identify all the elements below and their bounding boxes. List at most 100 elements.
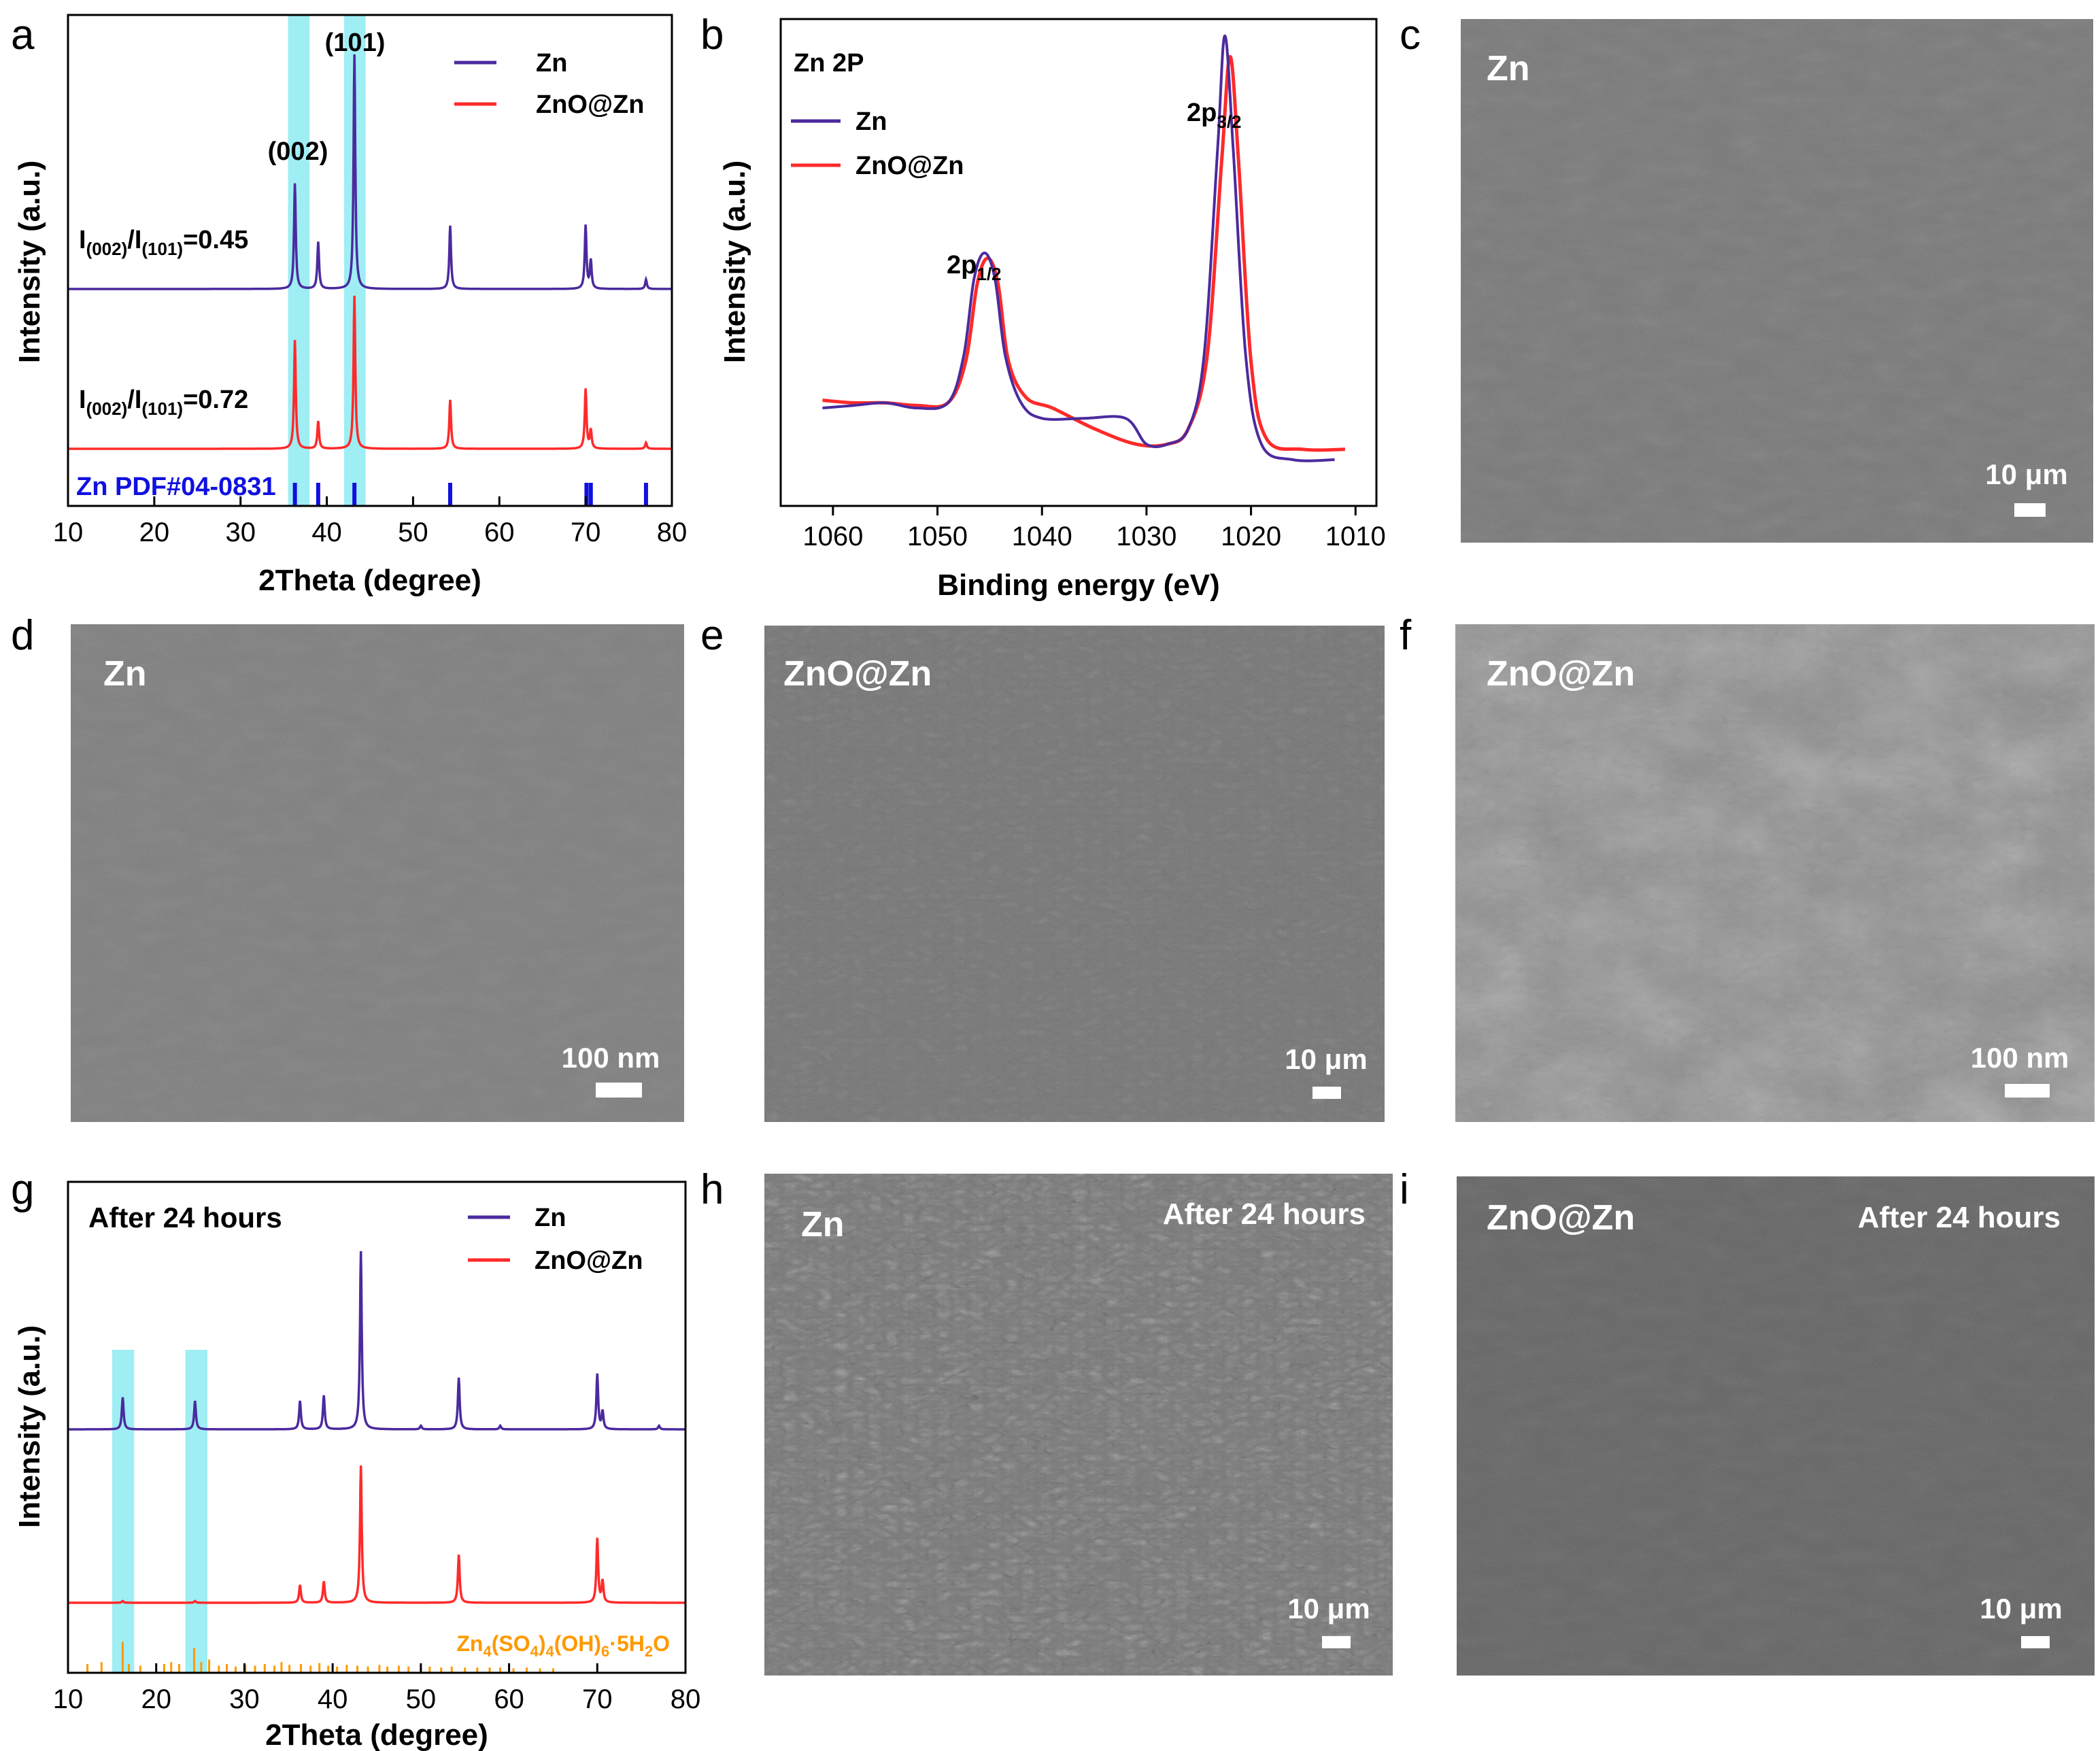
chart-g-reference xyxy=(86,1642,554,1673)
chart-b-legend-zn: Zn xyxy=(856,107,887,136)
panel-label-b: b xyxy=(700,12,724,58)
chart-a-frame xyxy=(67,14,673,507)
chart-b-xtick-label: 1020 xyxy=(1221,522,1281,551)
chart-g-highlight-band xyxy=(185,1350,207,1673)
chart-a-xtick-label: 50 xyxy=(398,517,428,547)
chart-g-xtick-label: 70 xyxy=(582,1684,613,1714)
chart-b: 1060 1050 1040 1030 1020 1010 Binding energy … xyxy=(718,18,1386,602)
chart-g-xtick-label: 50 xyxy=(406,1684,437,1714)
chart-a-ratio-zn: I(002)/I(101)=0.45 xyxy=(79,226,248,259)
chart-a: 10 20 30 40 50 60 70 80 2Theta (degree) Intensi… xyxy=(13,14,688,597)
chart-a-xtick-label: 30 xyxy=(225,517,256,547)
chart-g-line-zno xyxy=(68,1465,685,1604)
chart-g-frame xyxy=(67,1180,687,1674)
sem-c-scale-label: 10 μm xyxy=(1985,458,2067,490)
sem-i-subtitle: After 24 hours xyxy=(1858,1201,2061,1234)
chart-a-peak-label-002: (002) xyxy=(268,137,328,166)
chart-g-line-zn xyxy=(68,1251,685,1431)
chart-b-ylabel: Intensity (a.u.) xyxy=(718,160,751,363)
chart-g-title: After 24 hours xyxy=(88,1202,282,1234)
chart-b-xticks: 1060 1050 1040 1030 1020 1010 xyxy=(802,506,1386,551)
chart-b-xtick-label: 1040 xyxy=(1012,522,1072,551)
chart-g-legend: Zn ZnO@Zn xyxy=(468,1204,643,1275)
sem-e-scale-label: 10 μm xyxy=(1285,1043,1367,1075)
chart-a-xtick-label: 40 xyxy=(311,517,342,547)
chart-b-title: Zn 2P xyxy=(794,49,864,78)
panel-label-a: a xyxy=(11,12,35,58)
chart-a-xlabel: 2Theta (degree) xyxy=(258,564,481,597)
sem-i-scale-bar xyxy=(2021,1636,2050,1648)
panel-label-c: c xyxy=(1400,12,1421,58)
chart-b-xtick-label: 1050 xyxy=(907,522,968,551)
sem-d-scale-bar xyxy=(596,1083,642,1098)
chart-b-line-zn xyxy=(822,34,1335,462)
chart-b-peak-2p12: 2p1/2 xyxy=(947,251,1002,284)
chart-b-peak-2p32: 2p3/2 xyxy=(1187,99,1242,132)
chart-b-xtick-label: 1060 xyxy=(802,522,863,551)
sem-c-label: Zn xyxy=(1487,49,1530,88)
sem-h-scale-label: 10 μm xyxy=(1287,1593,1370,1625)
sem-e-label: ZnO@Zn xyxy=(783,654,932,694)
chart-a-ratio-zno: I(002)/I(101)=0.72 xyxy=(79,386,248,419)
chart-g-reference-label: Zn4(SO4)4(OH)6·5H2O xyxy=(456,1631,670,1660)
chart-a-legend-zn: Zn xyxy=(536,49,567,78)
chart-b-legend-zno: ZnO@Zn xyxy=(856,152,964,180)
chart-a-xtick-label: 10 xyxy=(53,517,84,547)
panel-label-f: f xyxy=(1400,612,1412,659)
sem-i-label: ZnO@Zn xyxy=(1487,1198,1635,1238)
chart-a-xticks: 10 20 30 40 50 60 70 80 xyxy=(53,496,688,547)
sem-image-f: ZnO@Zn 100 nm xyxy=(1455,624,2095,1122)
chart-g-xtick-label: 30 xyxy=(229,1684,260,1714)
chart-b-series-zno xyxy=(822,54,1345,452)
chart-g-legend-zno: ZnO@Zn xyxy=(535,1246,643,1275)
chart-a-xtick-label: 60 xyxy=(484,517,515,547)
sem-f-scale-label: 100 nm xyxy=(1971,1042,2069,1074)
chart-a-legend: Zn ZnO@Zn xyxy=(454,49,644,119)
sem-image-d: Zn 100 nm xyxy=(71,624,684,1122)
chart-b-line-zno xyxy=(822,54,1345,452)
panel-label-e: e xyxy=(700,612,724,659)
panel-label-d: d xyxy=(11,612,34,659)
sem-image-c: Zn 10 μm xyxy=(1461,19,2093,543)
chart-a-xtick-label: 80 xyxy=(657,517,688,547)
sem-image-e: ZnO@Zn 10 μm xyxy=(764,626,1385,1122)
chart-a-xtick-label: 20 xyxy=(139,517,170,547)
chart-g-series-zn xyxy=(68,1251,685,1431)
sem-h-scale-bar xyxy=(1322,1636,1351,1648)
sem-d-scale-label: 100 nm xyxy=(562,1042,660,1074)
chart-g-xtick-label: 40 xyxy=(318,1684,348,1714)
chart-g-xticks: 10 20 30 40 50 60 70 80 xyxy=(53,1663,701,1714)
sem-image-h: Zn After 24 hours 10 μm xyxy=(764,1174,1393,1676)
chart-g: 10 20 30 40 50 60 70 80 2Theta (degree) Intensi… xyxy=(13,1180,701,1751)
chart-a-reference-label: Zn PDF#04-0831 xyxy=(76,473,276,501)
panel-label-i: i xyxy=(1400,1166,1409,1213)
chart-a-legend-zno: ZnO@Zn xyxy=(536,90,644,119)
panel-label-h: h xyxy=(700,1166,724,1213)
chart-g-xtick-label: 80 xyxy=(671,1684,701,1714)
chart-a-xtick-label: 70 xyxy=(571,517,601,547)
chart-a-line-zno xyxy=(68,295,672,450)
chart-g-xtick-label: 10 xyxy=(53,1684,84,1714)
sem-f-scale-bar xyxy=(2005,1084,2050,1098)
chart-g-xlabel: 2Theta (degree) xyxy=(265,1718,488,1751)
chart-a-ylabel: Intensity (a.u.) xyxy=(13,160,46,363)
chart-a-series-zno xyxy=(68,295,672,450)
sem-c-scale-bar xyxy=(2014,503,2046,517)
chart-b-xtick-label: 1010 xyxy=(1325,522,1386,551)
chart-g-xtick-label: 60 xyxy=(494,1684,524,1714)
sem-i-scale-label: 10 μm xyxy=(1980,1593,2062,1625)
chart-b-xlabel: Binding energy (eV) xyxy=(937,568,1220,602)
chart-a-series-zn xyxy=(68,54,673,290)
sem-d-label: Zn xyxy=(103,654,147,694)
chart-g-series-zno xyxy=(68,1465,685,1604)
chart-g-legend-zn: Zn xyxy=(535,1204,566,1232)
chart-a-highlight-band xyxy=(288,15,310,506)
chart-a-peak-label-101: (101) xyxy=(325,29,386,57)
sem-image-i: ZnO@Zn After 24 hours 10 μm xyxy=(1457,1176,2095,1676)
chart-a-line-zn xyxy=(68,54,673,290)
chart-g-xtick-label: 20 xyxy=(141,1684,171,1714)
sem-f-label: ZnO@Zn xyxy=(1487,654,1635,694)
sem-h-label: Zn xyxy=(801,1205,845,1244)
panel-label-g: g xyxy=(11,1166,34,1213)
